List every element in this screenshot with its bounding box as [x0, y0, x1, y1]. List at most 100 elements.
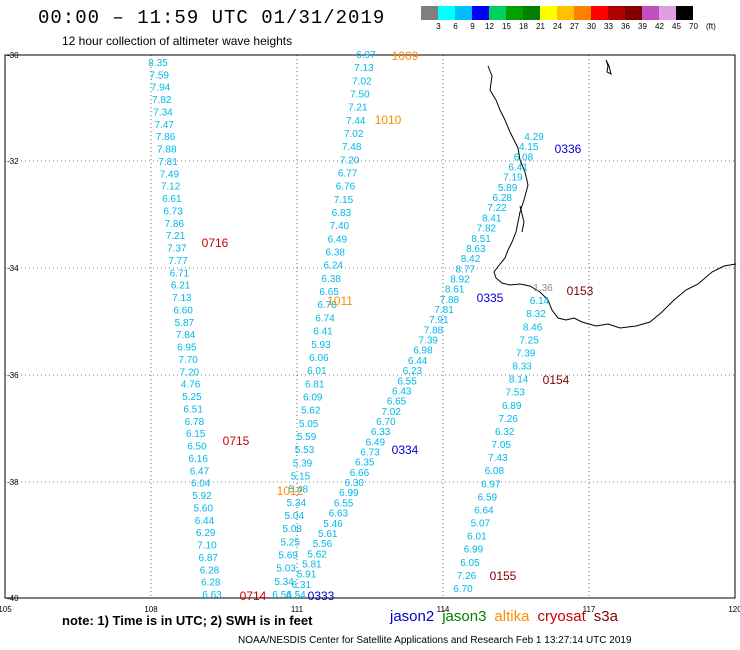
swh-value: 6.60	[173, 305, 193, 316]
swh-value: 7.34	[153, 107, 173, 118]
color-scale-label: 42	[655, 22, 664, 31]
color-scale-label: 9	[470, 22, 475, 31]
swh-value: 5.92	[192, 491, 212, 502]
pass-time-label: 0155	[490, 569, 517, 583]
swh-value: 7.20	[180, 367, 200, 378]
swh-value: 6.78	[317, 300, 337, 311]
swh-value: 6.97	[356, 50, 376, 61]
swh-value: 8.46	[523, 322, 543, 333]
coast-inlet	[519, 205, 525, 233]
swh-value: 5.59	[297, 432, 317, 443]
swh-value: 7.47	[155, 120, 175, 131]
color-swatch	[591, 6, 608, 20]
swh-value: 5.60	[193, 503, 213, 514]
swh-value: 4.15	[519, 142, 539, 153]
swh-value: 7.81	[434, 305, 454, 316]
swh-value: 5.34	[274, 577, 294, 588]
swh-value: 6.04	[191, 479, 211, 490]
swh-value: 8.77	[456, 264, 476, 275]
swh-value: 5.89	[498, 183, 518, 194]
pass-time-label: 0336	[555, 142, 582, 156]
color-swatch	[608, 6, 625, 20]
swh-value: 6.55	[334, 498, 354, 509]
swh-value: 6.35	[355, 458, 375, 469]
color-swatch	[625, 6, 642, 20]
swh-value: 5.15	[291, 471, 311, 482]
swh-value: 6.64	[474, 505, 494, 516]
lat-tick-label: -32	[7, 157, 19, 166]
swh-value: 6.47	[190, 466, 210, 477]
satellite-legend-item: jason2	[390, 608, 435, 625]
color-scale-label: 12	[485, 22, 494, 31]
pass-time-label: 1012	[277, 484, 304, 498]
swh-value: 6.76	[336, 182, 356, 193]
swh-value: 6.99	[464, 545, 484, 556]
swh-value: 6.01	[307, 366, 327, 377]
footer-note: note: 1) Time is in UTC; 2) SWH is in fe…	[62, 613, 313, 628]
swh-value: 6.08	[485, 466, 505, 477]
swh-value: 7.15	[334, 195, 354, 206]
swh-value: 7.48	[342, 142, 362, 153]
swh-value: 7.20	[340, 155, 360, 166]
swh-value: 7.91	[429, 315, 449, 326]
satellite-legend-item: cryosat	[537, 608, 586, 625]
australia-coastline	[487, 65, 737, 329]
swh-value: 7.25	[519, 335, 539, 346]
swh-value: 7.88	[440, 295, 460, 306]
swh-value: 7.39	[418, 336, 438, 347]
swh-value: 5.48	[289, 485, 309, 496]
swh-value: 6.70	[376, 417, 396, 428]
swh-value: 7.40	[330, 221, 350, 232]
swh-value: 7.37	[167, 244, 187, 255]
swh-value: 7.10	[197, 541, 217, 552]
swh-value: 7.44	[346, 116, 366, 127]
lat-tick-label: -30	[7, 51, 19, 60]
swh-value: 6.38	[326, 248, 346, 259]
swh-value: 7.02	[381, 407, 401, 418]
swh-value: 6.49	[328, 234, 348, 245]
swh-value: 8.63	[466, 244, 486, 255]
swh-value: 6.43	[392, 386, 412, 397]
swh-value: 5.91	[297, 570, 317, 581]
swh-value: 6.49	[366, 437, 386, 448]
swh-value: 7.21	[348, 103, 368, 114]
swh-value: 6.63	[202, 590, 222, 601]
swh-value: 8.41	[482, 213, 502, 224]
swh-value: 5.25	[182, 392, 202, 403]
color-scale-label: 6	[453, 22, 458, 31]
swh-value: 7.86	[156, 132, 176, 143]
swh-value: 6.32	[495, 427, 515, 438]
pass-time-label: 0335	[477, 291, 504, 305]
swh-value: 6.73	[163, 206, 183, 217]
swh-value: 7.02	[344, 129, 364, 140]
color-swatch	[642, 6, 659, 20]
color-swatch	[489, 6, 506, 20]
swh-value: 5.69	[278, 550, 298, 561]
swh-value: 5.87	[175, 318, 195, 329]
swh-value: 7.13	[172, 293, 192, 304]
swh-value: 4.76	[181, 380, 201, 391]
color-swatch	[557, 6, 574, 20]
pass-time-label: 0334	[392, 443, 419, 457]
swh-value: 7.43	[488, 453, 508, 464]
swh-value: 6.06	[309, 353, 329, 364]
swh-value: 6.44	[408, 356, 428, 367]
swh-value: 6.59	[478, 492, 498, 503]
swh-value: 6.51	[183, 404, 203, 415]
swh-value: 5.93	[311, 340, 331, 351]
swh-value: 5.07	[471, 519, 491, 530]
color-scale-label: 18	[519, 22, 528, 31]
swh-value: 6.66	[350, 468, 370, 479]
swh-value: 6.65	[319, 287, 339, 298]
swh-value: 6.73	[360, 448, 380, 459]
swh-value: 6.14	[530, 296, 550, 307]
swh-value: 6.81	[305, 379, 325, 390]
swh-value: 7.21	[166, 231, 186, 242]
swh-value: 7.82	[152, 95, 172, 106]
swh-value: 7.13	[354, 63, 374, 74]
satellite-legend-item: s3a	[593, 608, 618, 625]
swh-value: 7.26	[498, 414, 518, 425]
swh-value: 6.87	[198, 553, 218, 564]
swh-value: 5.39	[293, 458, 313, 469]
